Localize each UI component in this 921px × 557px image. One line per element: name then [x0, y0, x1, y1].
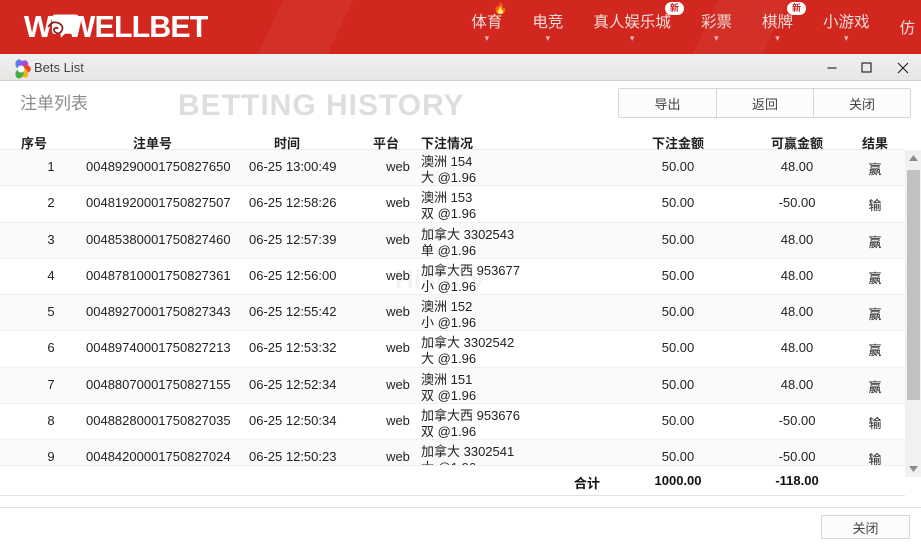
svg-text:WELLBET: WELLBET: [67, 10, 209, 44]
